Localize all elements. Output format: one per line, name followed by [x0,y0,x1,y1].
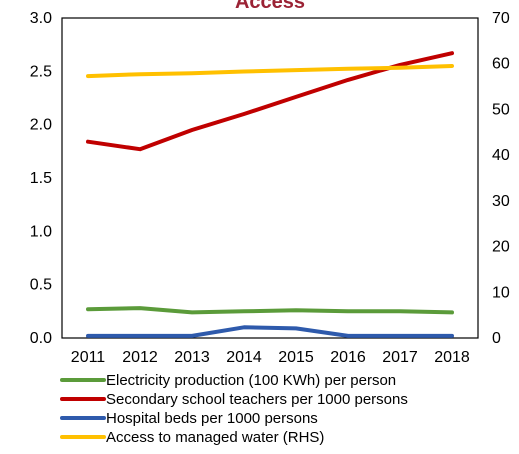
y-right-tick-label: 0 [492,330,501,347]
y-left-tick-label: 0.5 [30,277,52,294]
x-tick-label: 2016 [330,349,366,366]
y-left-tick-label: 2.5 [30,63,52,80]
plot-frame [61,17,479,339]
x-tick-label: 2014 [226,349,262,366]
legend-label: Secondary school teachers per 1000 perso… [106,391,408,408]
y-left-tick-label: 1.5 [30,170,52,187]
y-left-tick-label: 2.0 [30,117,52,134]
y-axis-right-ticks: 0 10 20 30 40 50 60 70 [492,10,510,347]
x-tick-label: 2012 [122,349,158,366]
legend-label: Access to managed water (RHS) [106,429,324,446]
y-left-tick-label: 0.0 [30,330,52,347]
x-tick-label: 2018 [434,349,470,366]
series-line-hospital-beds-per-1000-persons [86,325,454,338]
x-tick-label: 2015 [278,349,314,366]
x-tick-label: 2013 [174,349,210,366]
series-lines [86,51,454,338]
y-right-tick-label: 40 [492,147,510,164]
legend-label: Hospital beds per 1000 persons [106,410,318,427]
y-left-tick-label: 3.0 [30,10,52,27]
series-line-electricity-production-100-kwh-per-person [86,306,454,315]
y-right-tick-label: 20 [492,239,510,256]
y-right-tick-label: 30 [492,193,510,210]
y-right-tick-label: 60 [492,56,510,73]
chart-title: Access [235,0,305,13]
y-left-tick-label: 1.0 [30,223,52,240]
y-right-tick-label: 50 [492,101,510,118]
series-line-access-to-managed-water-rhs [86,64,454,79]
legend-label: Electricity production (100 KWh) per per… [106,372,396,389]
y-right-tick-label: 70 [492,10,510,27]
x-tick-label: 2011 [71,349,106,366]
y-right-tick-label: 10 [492,284,510,301]
x-tick-label: 2017 [382,349,418,366]
x-axis-ticks: 2011 2012 2013 2014 2015 2016 2017 2018 [71,349,470,366]
legend: Electricity production (100 KWh) per per… [60,372,408,446]
y-axis-left-ticks: 0.0 0.5 1.0 1.5 2.0 2.5 3.0 [30,10,52,347]
